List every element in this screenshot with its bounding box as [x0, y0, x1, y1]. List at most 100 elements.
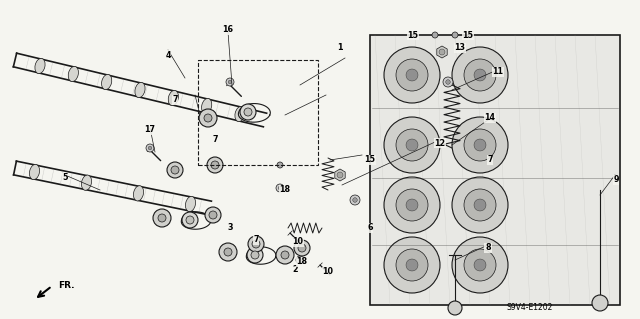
Circle shape [247, 247, 263, 263]
Text: 3: 3 [227, 224, 233, 233]
Circle shape [228, 80, 232, 84]
Circle shape [445, 80, 451, 84]
Circle shape [146, 144, 154, 152]
Ellipse shape [186, 197, 196, 211]
Text: 16: 16 [223, 26, 234, 34]
Circle shape [298, 258, 302, 262]
Circle shape [207, 157, 223, 173]
Circle shape [396, 59, 428, 91]
Text: 12: 12 [435, 138, 445, 147]
Circle shape [406, 259, 418, 271]
Ellipse shape [134, 186, 143, 201]
Text: 2: 2 [292, 265, 298, 275]
Circle shape [211, 161, 219, 169]
Circle shape [353, 198, 357, 202]
Text: 5: 5 [62, 174, 68, 182]
Circle shape [474, 259, 486, 271]
Ellipse shape [35, 58, 45, 74]
Circle shape [277, 162, 283, 168]
Circle shape [474, 139, 486, 151]
Text: 7: 7 [212, 136, 218, 145]
Ellipse shape [202, 99, 212, 114]
Circle shape [158, 214, 166, 222]
Circle shape [209, 211, 217, 219]
Text: FR.: FR. [58, 281, 74, 290]
Circle shape [464, 249, 496, 281]
Circle shape [384, 237, 440, 293]
Circle shape [474, 199, 486, 211]
Circle shape [276, 246, 294, 264]
Text: S9V4-E1202: S9V4-E1202 [507, 303, 553, 313]
Text: 7: 7 [172, 95, 178, 105]
Circle shape [464, 59, 496, 91]
Circle shape [474, 69, 486, 81]
Text: 7: 7 [487, 155, 493, 165]
Text: 18: 18 [280, 186, 291, 195]
Circle shape [432, 32, 438, 38]
Ellipse shape [235, 107, 245, 122]
Circle shape [278, 186, 282, 190]
Circle shape [219, 243, 237, 261]
Circle shape [452, 32, 458, 38]
Text: 8: 8 [485, 243, 491, 253]
Text: 15: 15 [463, 31, 474, 40]
Circle shape [406, 139, 418, 151]
Circle shape [205, 207, 221, 223]
Circle shape [248, 236, 264, 252]
Text: 1: 1 [337, 43, 343, 53]
Text: 4: 4 [165, 50, 171, 60]
Circle shape [186, 216, 194, 224]
Circle shape [296, 256, 304, 264]
Circle shape [204, 114, 212, 122]
Circle shape [452, 237, 508, 293]
Circle shape [396, 249, 428, 281]
Text: 11: 11 [493, 68, 504, 77]
Bar [198, 60, 318, 165]
Text: 7: 7 [253, 235, 259, 244]
Ellipse shape [168, 90, 179, 106]
Polygon shape [437, 46, 447, 58]
Circle shape [396, 189, 428, 221]
Ellipse shape [68, 66, 79, 82]
Circle shape [452, 177, 508, 233]
Text: 13: 13 [454, 43, 465, 53]
Circle shape [153, 209, 171, 227]
Circle shape [384, 47, 440, 103]
Circle shape [294, 240, 310, 256]
Circle shape [226, 78, 234, 86]
Circle shape [148, 146, 152, 150]
Text: 15: 15 [365, 155, 376, 165]
Circle shape [281, 251, 289, 259]
Text: 18: 18 [296, 257, 308, 266]
Circle shape [443, 77, 453, 87]
Circle shape [464, 189, 496, 221]
Text: 10: 10 [292, 238, 303, 247]
Circle shape [224, 248, 232, 256]
Circle shape [452, 47, 508, 103]
Circle shape [384, 177, 440, 233]
Circle shape [199, 109, 217, 127]
Circle shape [252, 240, 260, 248]
Circle shape [298, 244, 306, 252]
Text: 14: 14 [484, 114, 495, 122]
Circle shape [406, 199, 418, 211]
Circle shape [452, 117, 508, 173]
Circle shape [384, 117, 440, 173]
Polygon shape [370, 35, 620, 305]
Circle shape [592, 295, 608, 311]
Circle shape [406, 69, 418, 81]
Circle shape [182, 212, 198, 228]
Ellipse shape [102, 74, 112, 90]
Circle shape [396, 129, 428, 161]
Circle shape [251, 251, 259, 259]
Circle shape [240, 104, 256, 120]
Ellipse shape [81, 175, 92, 190]
Circle shape [171, 166, 179, 174]
Polygon shape [335, 169, 345, 181]
Text: 15: 15 [408, 31, 419, 40]
Text: 10: 10 [323, 268, 333, 277]
Circle shape [276, 184, 284, 192]
Ellipse shape [135, 82, 145, 98]
Text: 17: 17 [145, 125, 156, 135]
Text: 9: 9 [613, 175, 619, 184]
